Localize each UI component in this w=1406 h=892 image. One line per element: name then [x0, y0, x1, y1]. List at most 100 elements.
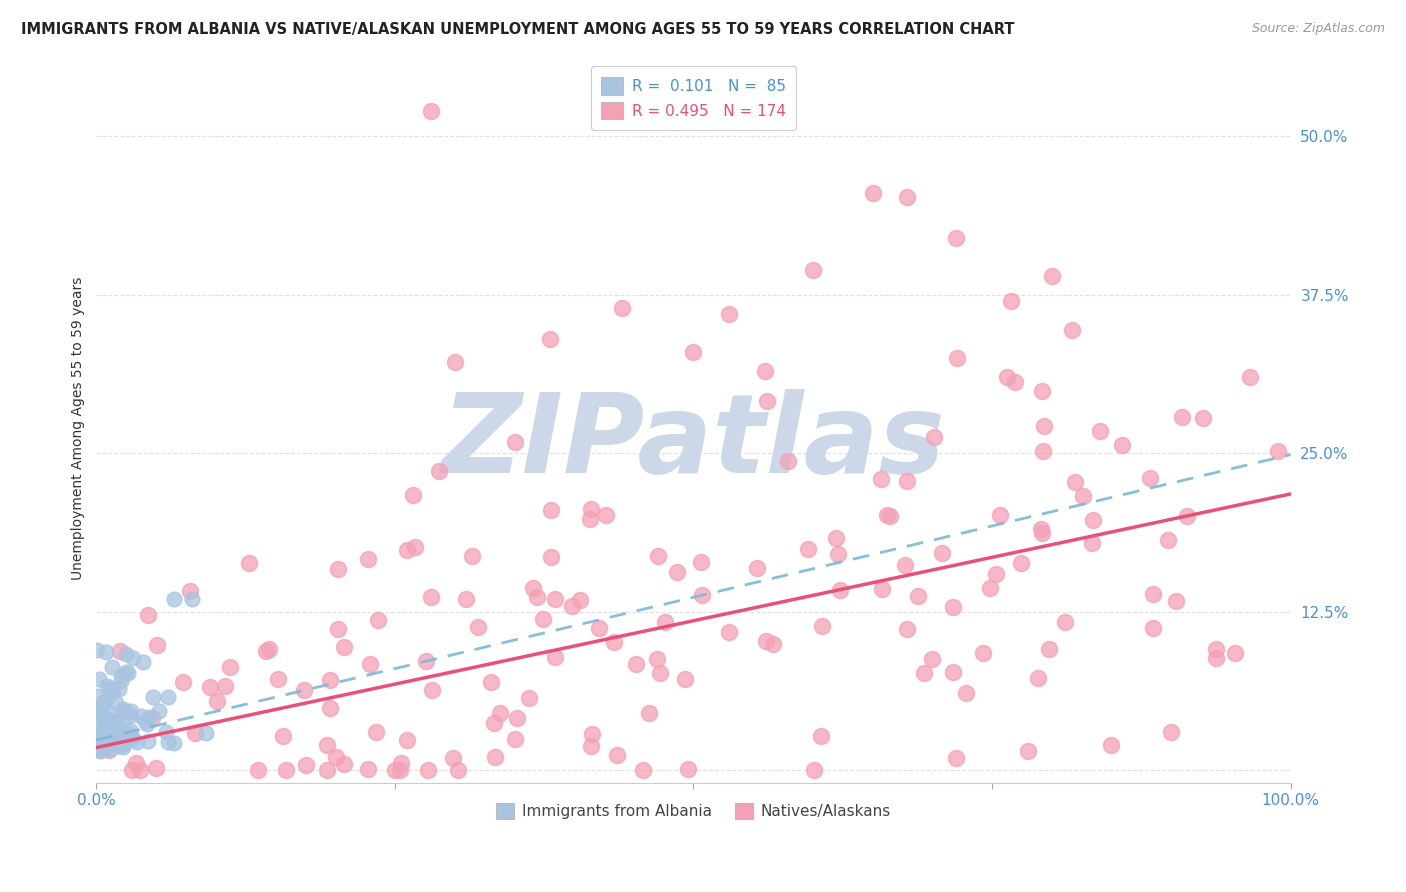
Point — [328, 622, 350, 636]
Point — [257, 642, 280, 657]
Point — [357, 551, 380, 566]
Point — [995, 370, 1018, 384]
Point — [1101, 738, 1123, 752]
Point — [647, 652, 669, 666]
Point — [142, 690, 165, 705]
Point — [796, 542, 818, 557]
Point — [246, 764, 269, 778]
Point — [1071, 489, 1094, 503]
Point — [595, 508, 617, 523]
Point — [91, 723, 114, 738]
Point — [1010, 557, 1032, 571]
Point — [893, 558, 915, 572]
Point — [754, 364, 776, 378]
Point — [1111, 438, 1133, 452]
Point — [295, 758, 318, 772]
Point — [90, 723, 112, 738]
Point — [718, 307, 741, 321]
Point — [415, 654, 437, 668]
Point — [90, 710, 112, 724]
Point — [454, 591, 477, 606]
Point — [163, 735, 186, 749]
Point — [103, 731, 125, 745]
Point — [94, 645, 117, 659]
Point — [111, 702, 134, 716]
Point — [364, 725, 387, 739]
Point — [420, 683, 443, 698]
Point — [1142, 621, 1164, 635]
Point — [138, 733, 160, 747]
Point — [96, 679, 118, 693]
Point — [121, 764, 143, 778]
Point — [207, 694, 229, 708]
Point — [654, 615, 676, 629]
Point — [479, 675, 502, 690]
Point — [972, 647, 994, 661]
Point — [157, 690, 180, 704]
Point — [1239, 370, 1261, 384]
Point — [988, 508, 1011, 523]
Point — [93, 742, 115, 756]
Point — [419, 103, 441, 118]
Point — [115, 647, 138, 661]
Point — [91, 696, 114, 710]
Point — [89, 743, 111, 757]
Point — [540, 503, 562, 517]
Point — [984, 566, 1007, 581]
Point — [101, 726, 124, 740]
Point — [87, 740, 110, 755]
Point — [942, 599, 965, 614]
Point — [544, 591, 567, 606]
Point — [404, 540, 426, 554]
Point — [101, 685, 124, 699]
Point — [200, 680, 222, 694]
Point — [1060, 323, 1083, 337]
Point — [292, 682, 315, 697]
Point — [579, 512, 602, 526]
Point — [148, 704, 170, 718]
Point — [122, 651, 145, 665]
Point — [146, 638, 169, 652]
Point — [98, 743, 121, 757]
Point — [118, 723, 141, 737]
Point — [896, 190, 918, 204]
Point — [870, 582, 893, 596]
Point — [103, 714, 125, 729]
Point — [94, 710, 117, 724]
Point — [907, 589, 929, 603]
Point — [666, 565, 689, 579]
Point — [1267, 443, 1289, 458]
Point — [447, 764, 470, 778]
Point — [647, 549, 669, 563]
Point — [588, 620, 610, 634]
Point — [1205, 642, 1227, 657]
Point — [717, 625, 740, 640]
Point — [125, 756, 148, 771]
Point — [1038, 642, 1060, 657]
Point — [90, 723, 112, 737]
Point — [100, 722, 122, 736]
Point — [416, 764, 439, 778]
Point — [325, 750, 347, 764]
Point — [443, 355, 465, 369]
Point — [1004, 376, 1026, 390]
Point — [90, 724, 112, 739]
Point — [1040, 268, 1063, 283]
Point — [172, 674, 194, 689]
Point — [86, 708, 108, 723]
Point — [157, 735, 180, 749]
Point — [1017, 744, 1039, 758]
Point — [862, 186, 884, 201]
Point — [97, 715, 120, 730]
Point — [105, 737, 128, 751]
Point — [112, 725, 135, 739]
Point — [138, 710, 160, 724]
Point — [869, 472, 891, 486]
Point — [121, 730, 143, 744]
Point — [945, 750, 967, 764]
Point — [1175, 508, 1198, 523]
Point — [267, 672, 290, 686]
Point — [638, 706, 661, 720]
Point — [1081, 513, 1104, 527]
Point — [811, 619, 834, 633]
